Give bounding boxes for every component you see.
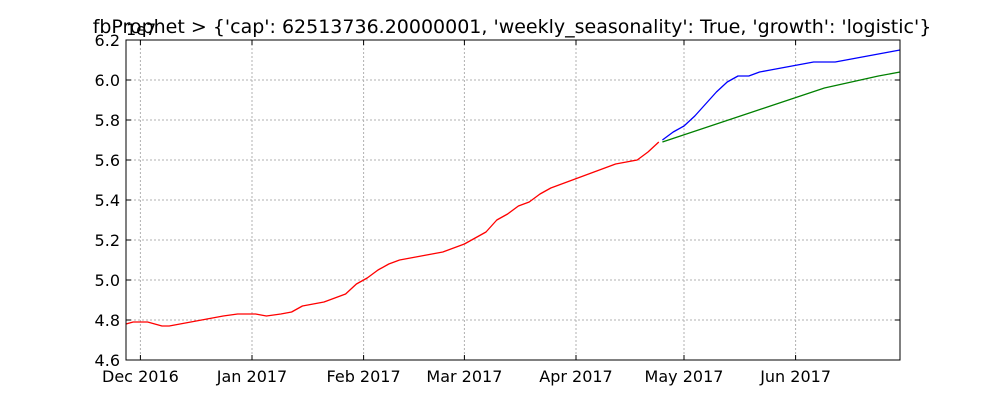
x-tick-label: Jan 2017 (216, 367, 287, 386)
y-tick-label: 4.8 (95, 311, 120, 330)
x-tick-label: Mar 2017 (426, 367, 502, 386)
series-line-3 (662, 71, 901, 143)
grid (126, 39, 900, 361)
y-tick-label: 4.6 (95, 351, 120, 370)
y-tick-label: 5.0 (95, 271, 120, 290)
chart-title: fbProphet > {'cap': 62513736.20000001, '… (93, 16, 932, 38)
x-tick-label: Dec 2016 (102, 367, 179, 386)
y-tick-label: 5.6 (95, 151, 120, 170)
x-tick-label: May 2017 (645, 367, 724, 386)
series-line-1 (125, 141, 660, 327)
x-tick-label: Apr 2017 (539, 367, 612, 386)
y-tick-label: 6.0 (95, 71, 120, 90)
y-axis-tick-labels: 4.6 4.8 5.0 5.2 5.4 5.6 5.8 6.0 6.2 (95, 31, 120, 370)
y-tick-label: 5.2 (95, 231, 120, 250)
series-line-2 (662, 49, 901, 141)
x-axis-tick-labels: Dec 2016 Jan 2017 Feb 2017 Mar 2017 Apr 2017… (102, 367, 831, 386)
axis-ticks (126, 39, 900, 361)
y-tick-label: 5.8 (95, 111, 120, 130)
x-tick-label: Feb 2017 (327, 367, 401, 386)
series-lines (125, 49, 901, 327)
y-offset-text: 1e7 (126, 20, 156, 39)
y-tick-label: 5.4 (95, 191, 120, 210)
x-tick-label: Jun 2017 (759, 367, 831, 386)
y-tick-label: 6.2 (95, 31, 120, 50)
